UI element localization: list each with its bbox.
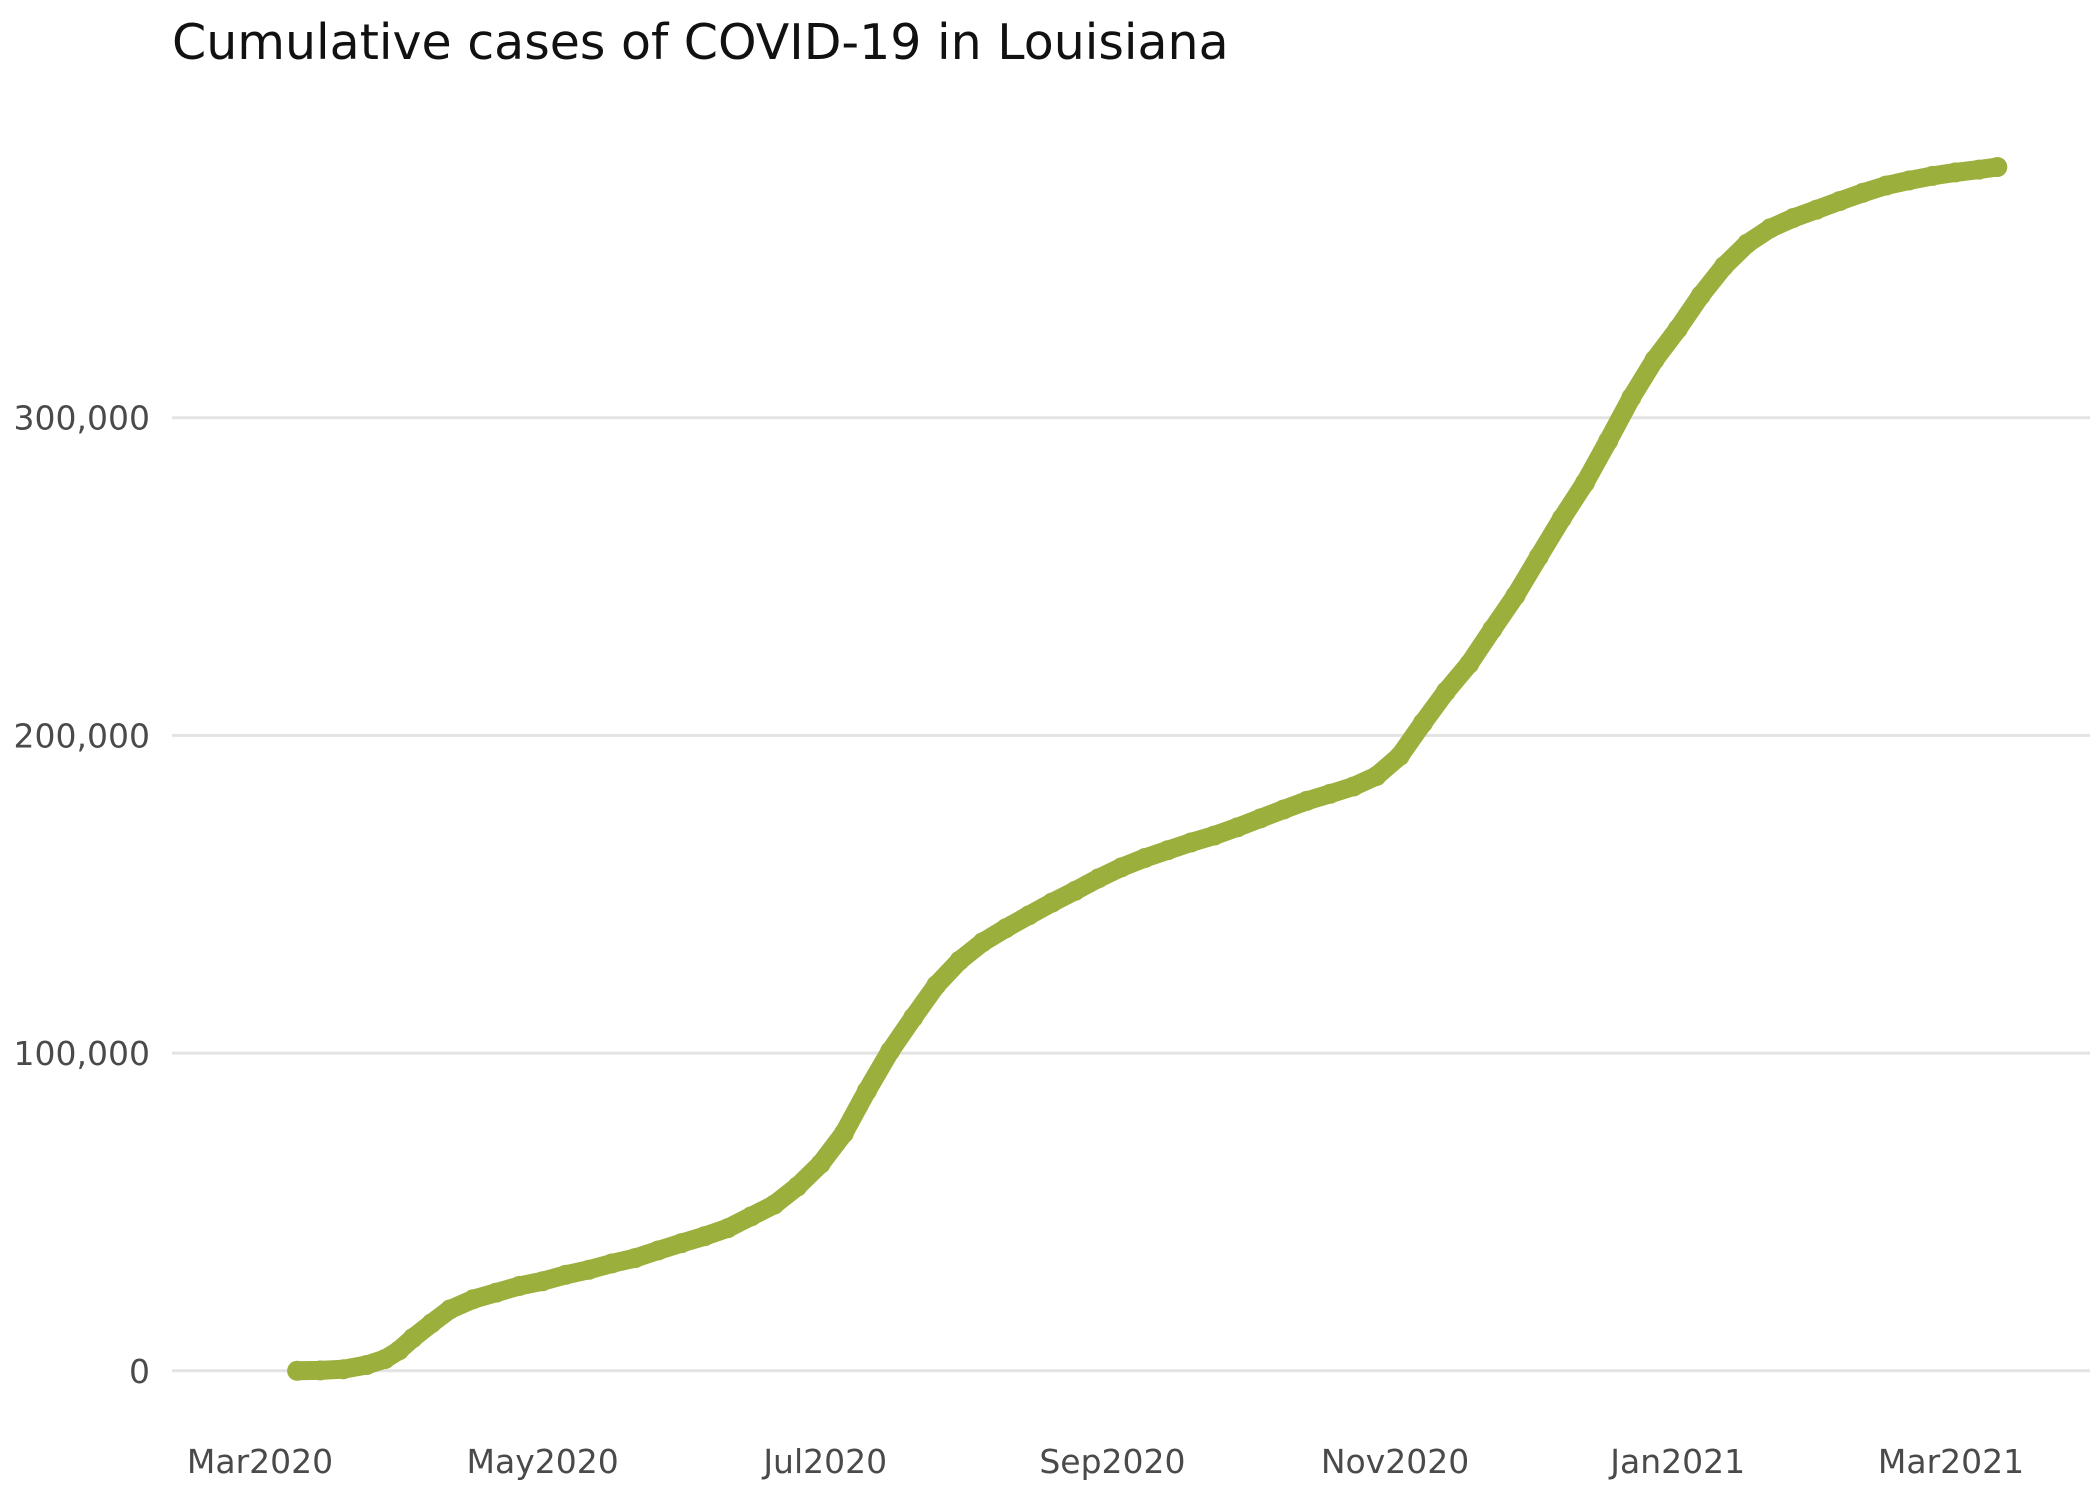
data-point <box>1690 285 1711 306</box>
data-point <box>1273 799 1294 820</box>
data-point <box>764 1194 785 1215</box>
data-point <box>625 1248 646 1268</box>
data-point <box>1366 766 1387 786</box>
data-point <box>671 1233 692 1254</box>
data-point <box>1297 790 1317 811</box>
data-point <box>555 1264 576 1285</box>
x-tick-label: Jan2021 <box>1608 1442 1745 1481</box>
data-point <box>810 1153 831 1174</box>
data-point <box>389 1340 409 1361</box>
data-point <box>1111 857 1132 878</box>
data-point <box>1899 170 1920 191</box>
data-point <box>1042 892 1063 913</box>
data-point <box>1987 157 2008 177</box>
data-point <box>1204 825 1225 846</box>
data-point <box>1644 349 1665 370</box>
x-tick-label: Mar2020 <box>187 1442 333 1481</box>
data-point <box>486 1282 507 1303</box>
data-point <box>1667 319 1688 340</box>
data-point <box>833 1123 854 1144</box>
data-point <box>694 1226 715 1247</box>
data-point <box>787 1176 808 1197</box>
data-point <box>1853 182 1873 203</box>
y-tick-label: 100,000 <box>14 1034 150 1073</box>
y-tick-label: 200,000 <box>14 716 150 755</box>
data-point <box>1714 256 1734 277</box>
x-tick-label: May2020 <box>467 1442 619 1481</box>
data-point <box>333 1359 354 1380</box>
x-tick-label: Sep2020 <box>1039 1442 1185 1481</box>
data-point <box>1134 848 1155 868</box>
data-point <box>421 1313 442 1334</box>
data-point <box>1389 746 1410 766</box>
data-point <box>1412 713 1433 733</box>
data-point <box>1343 776 1364 797</box>
data-point <box>402 1328 423 1348</box>
data-point <box>1760 218 1781 239</box>
data-point <box>579 1259 599 1280</box>
chart-title: Cumulative cases of COVID-19 in Louisian… <box>172 14 1229 71</box>
data-point <box>1968 159 1989 180</box>
data-point <box>949 950 970 971</box>
data-point <box>1551 508 1572 529</box>
gridlines <box>172 416 2090 1373</box>
data-point <box>1621 387 1642 408</box>
series-line-0 <box>287 157 2007 1381</box>
data-point <box>1806 199 1827 220</box>
data-point <box>1783 207 1804 228</box>
y-tick-label: 0 <box>129 1352 150 1391</box>
series-group <box>287 157 2008 1381</box>
data-point <box>1088 868 1109 889</box>
y-tick-label: 300,000 <box>14 399 150 438</box>
data-point <box>1459 653 1480 674</box>
data-point <box>903 1007 924 1028</box>
data-point <box>310 1360 331 1381</box>
x-axis-tick-labels: Mar2020 May2020 Jul2020 Sep2020 Nov2020 Jan20… <box>187 1442 2024 1481</box>
data-point <box>440 1299 460 1320</box>
data-point <box>856 1080 877 1101</box>
data-point <box>972 932 993 953</box>
data-point <box>1829 191 1850 211</box>
x-tick-label: Mar2021 <box>1878 1442 2024 1481</box>
data-point <box>926 975 947 996</box>
data-point <box>1575 472 1595 493</box>
data-point <box>1482 619 1503 640</box>
data-point <box>1158 840 1179 861</box>
data-point <box>741 1206 762 1227</box>
data-point <box>287 1360 308 1381</box>
data-point <box>1436 681 1456 702</box>
data-point <box>1227 817 1248 838</box>
data-point <box>463 1289 484 1310</box>
data-point <box>1598 430 1619 451</box>
data-point <box>1737 233 1758 254</box>
data-point <box>1876 175 1897 196</box>
data-point <box>1320 783 1341 804</box>
x-tick-label: Jul2020 <box>761 1442 887 1481</box>
data-point <box>1528 546 1549 567</box>
data-point <box>995 918 1016 939</box>
data-point <box>1181 832 1202 853</box>
y-axis-tick-labels: 0 100,000 200,000 300,000 <box>14 399 150 1391</box>
data-point <box>1019 905 1040 926</box>
data-point <box>1250 808 1271 829</box>
data-point <box>880 1041 901 1062</box>
data-point <box>356 1355 377 1375</box>
data-point <box>648 1240 669 1261</box>
data-point <box>1945 162 1966 183</box>
data-point <box>1505 585 1526 606</box>
data-point <box>1065 880 1086 901</box>
data-point <box>602 1253 623 1274</box>
data-point <box>1922 165 1943 186</box>
data-point <box>532 1271 553 1292</box>
x-tick-label: Nov2020 <box>1321 1442 1469 1481</box>
data-point <box>717 1218 738 1239</box>
data-point <box>509 1275 530 1296</box>
